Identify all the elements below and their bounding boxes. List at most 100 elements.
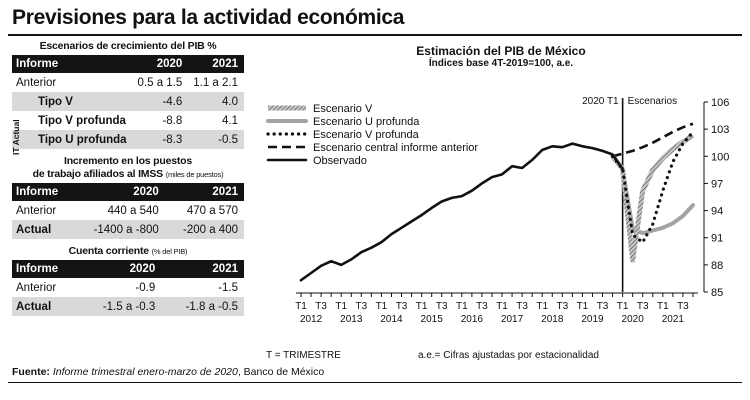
x-tick-label-t3: T3 — [597, 301, 609, 312]
bottom-divider — [8, 382, 742, 383]
header-2021: 2021 — [161, 260, 244, 278]
cell-2020: -4.6 — [132, 92, 189, 111]
x-year-label: 2015 — [421, 314, 444, 325]
y-tick-label: 94 — [711, 206, 723, 218]
x-tick-label-t1: T1 — [295, 301, 307, 312]
series-line-escenario-v — [610, 133, 695, 263]
x-year-label: 2020 — [622, 314, 645, 325]
table-row: Actual -1400 a -800 -200 a 400 — [12, 220, 244, 239]
chart-subtitle: Índices base 4T-2019=100, a.e. — [428, 58, 574, 69]
cell-2021: -0.5 — [188, 130, 244, 149]
x-tick-label-t3: T3 — [556, 301, 568, 312]
jobs-title-text: de trabajo afiliados al IMSS — [32, 168, 164, 180]
cell-2020: -1400 a -800 — [73, 220, 165, 239]
cell-2020: 0.5 a 1.5 — [137, 76, 183, 89]
header-informe: Informe — [12, 183, 74, 201]
cell-2021: 4.0 — [188, 92, 244, 111]
cell-2021: 1.1 a 2.1 — [193, 76, 238, 89]
y-tick-label: 106 — [711, 97, 729, 109]
jobs-table: Informe 2020 2021 Anterior 440 a 540 470… — [12, 183, 244, 239]
table-header-row: Informe 2020 2021 — [12, 55, 244, 73]
x-tick-label-t1: T1 — [536, 301, 548, 312]
page-title: Previsiones para la actividad económica — [12, 6, 405, 29]
cell-2020: -8.3 — [132, 130, 189, 149]
row-label: Tipo U profunda — [12, 130, 133, 149]
scenarios-label: Escenarios — [628, 96, 677, 107]
x-tick-label-t1: T1 — [496, 301, 508, 312]
gdp-table-title: Escenarios de crecimiento del PIB % — [39, 40, 217, 52]
trimestre-note: T = TRIMESTRE — [266, 350, 341, 361]
series-line-observado — [299, 142, 624, 282]
legend-label: Escenario V — [313, 103, 373, 115]
account-table-title: Cuenta corriente (% del PIB) — [12, 245, 244, 258]
table-row: Anterior -0.9 -1.5 — [12, 278, 244, 297]
table-row: Actual -1.5 a -0.3 -1.8 a -0.5 — [12, 297, 244, 316]
gdp-chart: Estimación del PIB de México Índices bas… — [258, 40, 744, 370]
header-2020: 2020 — [78, 260, 162, 278]
title-divider — [8, 34, 742, 36]
chart-svg: 85 88 91 94 97 100 103 106 T1 T3 2012 T1 T3 2013 T1 T3 2… — [266, 96, 729, 361]
jobs-title-line2: de trabajo afiliados al IMSS (miles de p… — [12, 168, 244, 181]
x-year-label: 2019 — [581, 314, 604, 325]
x-year-label: 2016 — [461, 314, 484, 325]
table-row: Anterior 440 a 540 470 a 570 — [12, 201, 244, 220]
jobs-table-title: Incremento en los puestos de trabajo afi… — [12, 155, 244, 181]
header-2020: 2020 — [132, 55, 189, 73]
row-label: Anterior — [16, 281, 57, 294]
cell-2021: 4.1 — [222, 114, 238, 127]
table-row: Tipo V -4.6 4.0 — [12, 92, 244, 111]
legend-label: Escenario central informe anterior — [313, 142, 478, 154]
table-row: Tipo V profunda -8.8 4.1 — [12, 111, 244, 130]
row-label: Anterior — [16, 76, 57, 89]
y-tick-label: 85 — [711, 287, 723, 299]
x-year-label: 2013 — [340, 314, 363, 325]
header-informe: Informe — [12, 55, 133, 73]
header-2020: 2020 — [73, 183, 165, 201]
x-year-label: 2021 — [662, 314, 685, 325]
source-prefix: Fuente: — [12, 366, 50, 378]
x-tick-label-t3: T3 — [355, 301, 367, 312]
x-year-label: 2017 — [501, 314, 524, 325]
cell-2020: -1.5 a -0.3 — [78, 297, 162, 316]
account-table: Informe 2020 2021 Anterior -0.9 -1.5 Act… — [12, 260, 244, 316]
header-2021: 2021 — [188, 55, 244, 73]
cell-2020: -8.8 — [162, 114, 183, 127]
series-line-escenario-v-profunda — [611, 130, 695, 244]
source-italic: Informe trimestral enero-marzo de 2020 — [52, 366, 238, 378]
x-tick-label-t3: T3 — [677, 301, 689, 312]
actual-group-label: IT Actual — [11, 119, 21, 155]
legend-label: Observado — [313, 155, 367, 167]
x-year-label: 2012 — [300, 314, 323, 325]
cell-2021: -1.8 a -0.5 — [161, 297, 244, 316]
row-label: Tipo V — [12, 92, 133, 111]
y-tick-label: 88 — [711, 260, 723, 272]
account-title-text: Cuenta corriente — [68, 245, 149, 257]
ae-note: a.e.= Cifras ajustadas por estacionalida… — [418, 350, 599, 361]
left-panel: Escenarios de crecimiento del PIB % Info… — [11, 40, 244, 316]
x-tick-label-t3: T3 — [436, 301, 448, 312]
header-informe: Informe — [12, 260, 79, 278]
x-tick-label-t3: T3 — [516, 301, 528, 312]
series-line-escenario-central-informe-anterior — [612, 122, 694, 158]
legend-label: Escenario V profunda — [313, 129, 420, 141]
cell-2021: 470 a 570 — [186, 204, 238, 217]
table-row: Tipo U profunda -8.3 -0.5 — [12, 130, 244, 149]
y-tick-label: 103 — [711, 124, 729, 136]
x-year-label: 2018 — [541, 314, 564, 325]
x-tick-label-t1: T1 — [456, 301, 468, 312]
x-tick-label-t1: T1 — [376, 301, 388, 312]
cell-2020: -0.9 — [135, 281, 156, 294]
row-label: Anterior — [16, 204, 57, 217]
table-row: Anterior 0.5 a 1.5 1.1 a 2.1 — [12, 73, 244, 92]
x-tick-label-t3: T3 — [476, 301, 488, 312]
row-label: Actual — [12, 220, 74, 239]
source-suffix: , Banco de México — [237, 366, 325, 378]
jobs-title-line1: Incremento en los puestos — [63, 155, 193, 167]
account-title-unit: (% del PIB) — [151, 247, 188, 256]
cell-2020: 440 a 540 — [107, 204, 159, 217]
table-header-row: Informe 2020 2021 — [12, 260, 244, 278]
y-tick-label: 97 — [711, 178, 723, 190]
x-year-label: 2014 — [380, 314, 403, 325]
table-header-row: Informe 2020 2021 — [12, 183, 244, 201]
source-note: Fuente: Informe trimestral enero-marzo d… — [12, 366, 324, 378]
